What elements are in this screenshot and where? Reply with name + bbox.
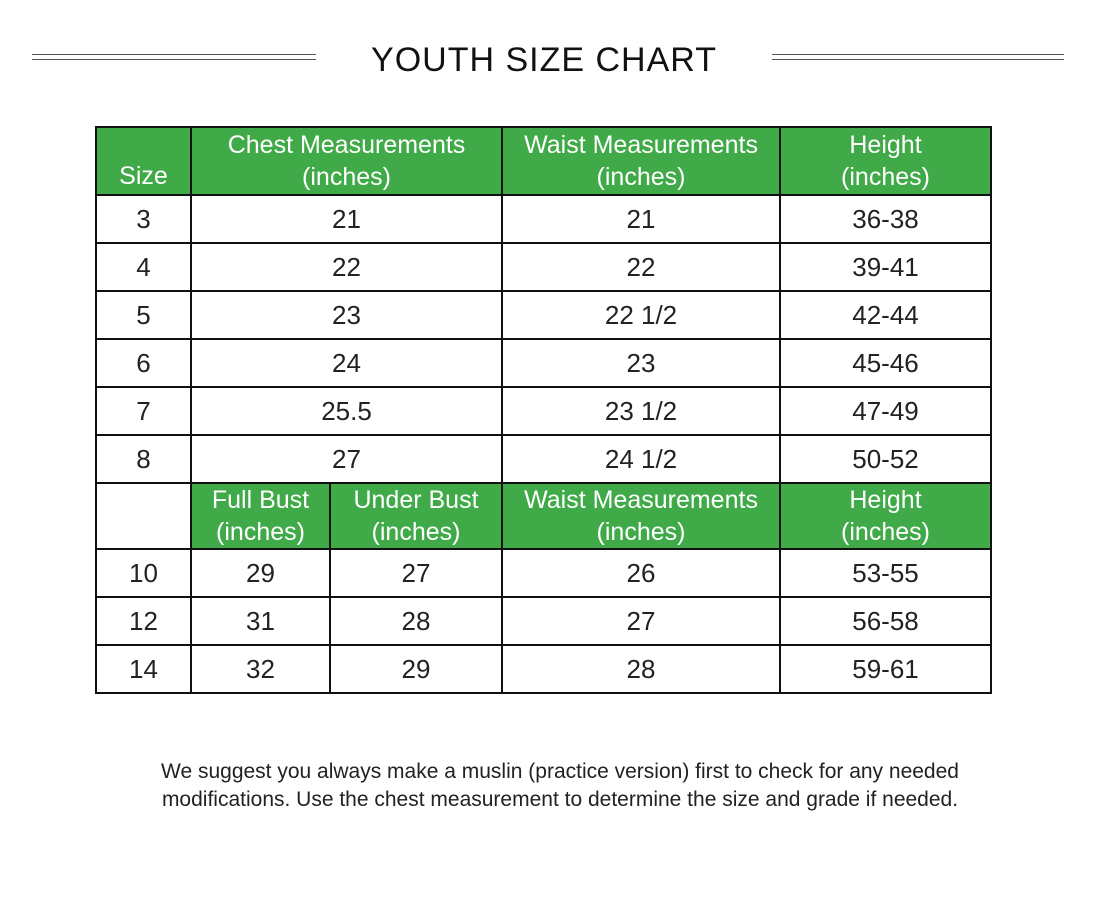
size-cell: 3 bbox=[95, 194, 192, 244]
table-row: 12 31 28 27 56-58 bbox=[95, 596, 993, 646]
height-cell: 50-52 bbox=[779, 434, 993, 484]
height-cell: 45-46 bbox=[779, 338, 993, 388]
height-header: Height (inches) bbox=[779, 126, 993, 196]
waist-cell: 23 1/2 bbox=[501, 386, 782, 436]
chest-cell: 22 bbox=[189, 242, 504, 292]
height-header-label: Height bbox=[849, 131, 922, 159]
footnote-line-2: modifications. Use the chest measurement… bbox=[161, 788, 959, 811]
size-header: Size bbox=[95, 126, 192, 196]
footnote: We suggest you always make a muslin (pra… bbox=[60, 758, 1060, 814]
waist-header-2-unit: (inches) bbox=[596, 518, 686, 546]
chest-cell: 27 bbox=[189, 434, 504, 484]
full-bust-header: Full Bust (inches) bbox=[190, 482, 331, 550]
waist-cell: 23 bbox=[501, 338, 782, 388]
height-cell: 47-49 bbox=[779, 386, 993, 436]
waist-header-unit: (inches) bbox=[596, 163, 686, 191]
page-title: YOUTH SIZE CHART bbox=[371, 41, 717, 79]
height-cell: 39-41 bbox=[779, 242, 993, 292]
title-row: YOUTH SIZE CHART bbox=[0, 38, 1118, 82]
height-header-unit: (inches) bbox=[841, 163, 930, 191]
size-cell: 10 bbox=[95, 548, 192, 598]
height-header-2-label: Height bbox=[849, 486, 922, 514]
height-header-2-unit: (inches) bbox=[841, 518, 930, 546]
height-cell: 36-38 bbox=[779, 194, 993, 244]
chest-cell: 25.5 bbox=[189, 386, 504, 436]
waist-cell: 24 1/2 bbox=[501, 434, 782, 484]
under-bust-header: Under Bust (inches) bbox=[328, 482, 504, 550]
under-bust-cell: 28 bbox=[328, 596, 504, 646]
waist-cell: 22 bbox=[501, 242, 782, 292]
chest-header: Chest Measurements (inches) bbox=[189, 126, 504, 196]
table-row: 8 27 24 1/2 50-52 bbox=[95, 434, 993, 484]
full-bust-cell: 31 bbox=[190, 596, 331, 646]
size-cell: 5 bbox=[95, 290, 192, 340]
size-cell: 7 bbox=[95, 386, 192, 436]
chest-cell: 21 bbox=[189, 194, 504, 244]
waist-cell: 21 bbox=[501, 194, 782, 244]
size-cell: 4 bbox=[95, 242, 192, 292]
chest-header-label: Chest Measurements bbox=[227, 131, 466, 159]
under-bust-cell: 29 bbox=[328, 644, 504, 694]
under-bust-header-unit: (inches) bbox=[371, 518, 461, 546]
table-row: 4 22 22 39-41 bbox=[95, 242, 993, 292]
blank-header-cell bbox=[95, 482, 192, 550]
waist-cell: 28 bbox=[501, 644, 782, 694]
height-cell: 42-44 bbox=[779, 290, 993, 340]
height-header-2: Height (inches) bbox=[779, 482, 993, 550]
table-row: 5 23 22 1/2 42-44 bbox=[95, 290, 993, 340]
full-bust-header-unit: (inches) bbox=[216, 518, 305, 546]
under-bust-header-label: Under Bust bbox=[353, 486, 479, 514]
table-row: 7 25.5 23 1/2 47-49 bbox=[95, 386, 993, 436]
waist-cell: 26 bbox=[501, 548, 782, 598]
size-cell: 6 bbox=[95, 338, 192, 388]
under-bust-cell: 27 bbox=[328, 548, 504, 598]
title-rule-right bbox=[772, 54, 1064, 60]
waist-cell: 27 bbox=[501, 596, 782, 646]
chest-cell: 24 bbox=[189, 338, 504, 388]
chest-header-unit: (inches) bbox=[302, 163, 391, 191]
waist-header-2: Waist Measurements (inches) bbox=[501, 482, 782, 550]
chest-cell: 23 bbox=[189, 290, 504, 340]
height-cell: 59-61 bbox=[779, 644, 993, 694]
header-row-2: Full Bust (inches) Under Bust (inches) W… bbox=[95, 482, 993, 550]
header-row: Size Chest Measurements (inches) Waist M… bbox=[95, 126, 993, 196]
full-bust-header-label: Full Bust bbox=[211, 486, 310, 514]
size-cell: 12 bbox=[95, 596, 192, 646]
table-row: 10 29 27 26 53-55 bbox=[95, 548, 993, 598]
title-rule-left bbox=[32, 54, 316, 60]
footnote-line-1: We suggest you always make a muslin (pra… bbox=[161, 760, 959, 783]
full-bust-cell: 29 bbox=[190, 548, 331, 598]
full-bust-cell: 32 bbox=[190, 644, 331, 694]
size-cell: 8 bbox=[95, 434, 192, 484]
waist-cell: 22 1/2 bbox=[501, 290, 782, 340]
height-cell: 56-58 bbox=[779, 596, 993, 646]
height-cell: 53-55 bbox=[779, 548, 993, 598]
table-row: 3 21 21 36-38 bbox=[95, 194, 993, 244]
waist-header: Waist Measurements (inches) bbox=[501, 126, 782, 196]
waist-header-label: Waist Measurements bbox=[524, 131, 758, 159]
waist-header-2-label: Waist Measurements bbox=[524, 486, 758, 514]
table-row: 14 32 29 28 59-61 bbox=[95, 644, 993, 694]
table-row: 6 24 23 45-46 bbox=[95, 338, 993, 388]
size-chart-table: Size Chest Measurements (inches) Waist M… bbox=[95, 126, 993, 694]
size-cell: 14 bbox=[95, 644, 192, 694]
